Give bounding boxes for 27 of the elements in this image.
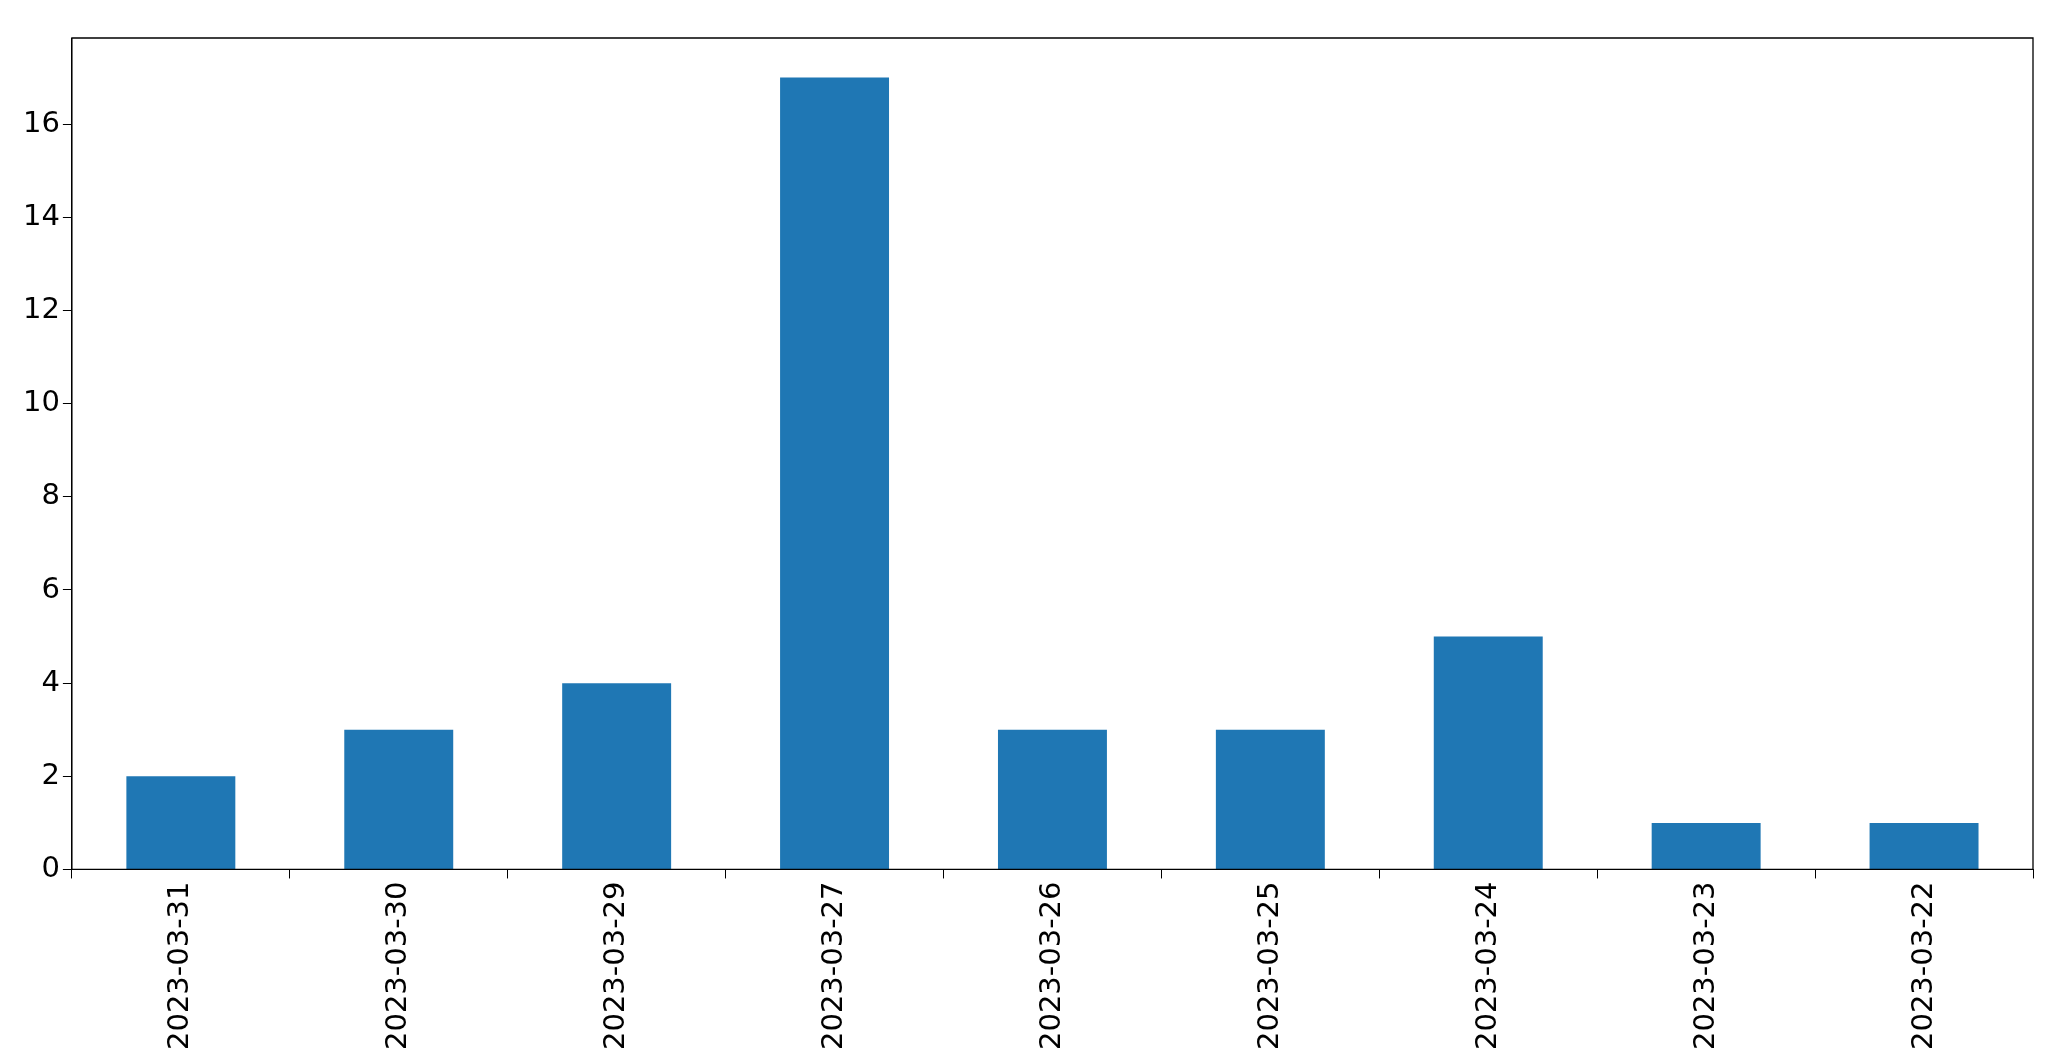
bar	[780, 77, 890, 869]
y-tick-label: 2	[41, 756, 60, 791]
bar	[562, 683, 672, 869]
y-tick-label: 4	[41, 663, 60, 698]
x-tick-label: 2023-03-24	[1468, 881, 1503, 1051]
x-tick-label: 2023-03-26	[1032, 881, 1067, 1051]
x-tick-label: 2023-03-27	[815, 881, 850, 1051]
x-tick-label: 2023-03-29	[597, 881, 632, 1051]
x-tick-label: 2023-03-23	[1686, 881, 1721, 1051]
y-tick-label: 6	[41, 570, 60, 605]
bar	[344, 729, 454, 869]
y-tick-label: 16	[23, 104, 60, 139]
bar	[1651, 822, 1761, 869]
bar	[1433, 636, 1543, 869]
bar	[997, 729, 1107, 869]
y-tick-label: 0	[41, 850, 60, 884]
x-tick-label: 2023-03-31	[161, 881, 196, 1051]
y-tick-label: 12	[23, 291, 60, 326]
x-tick-label: 2023-03-22	[1904, 881, 1939, 1051]
bar	[1215, 729, 1325, 869]
y-tick-label: 10	[23, 384, 60, 419]
y-tick-label: 14	[23, 197, 60, 232]
y-tick-label: 8	[41, 477, 60, 512]
bar	[126, 776, 236, 869]
x-tick-label: 2023-03-25	[1250, 881, 1285, 1051]
bar	[1869, 822, 1979, 869]
x-tick-label: 2023-03-30	[379, 881, 414, 1051]
